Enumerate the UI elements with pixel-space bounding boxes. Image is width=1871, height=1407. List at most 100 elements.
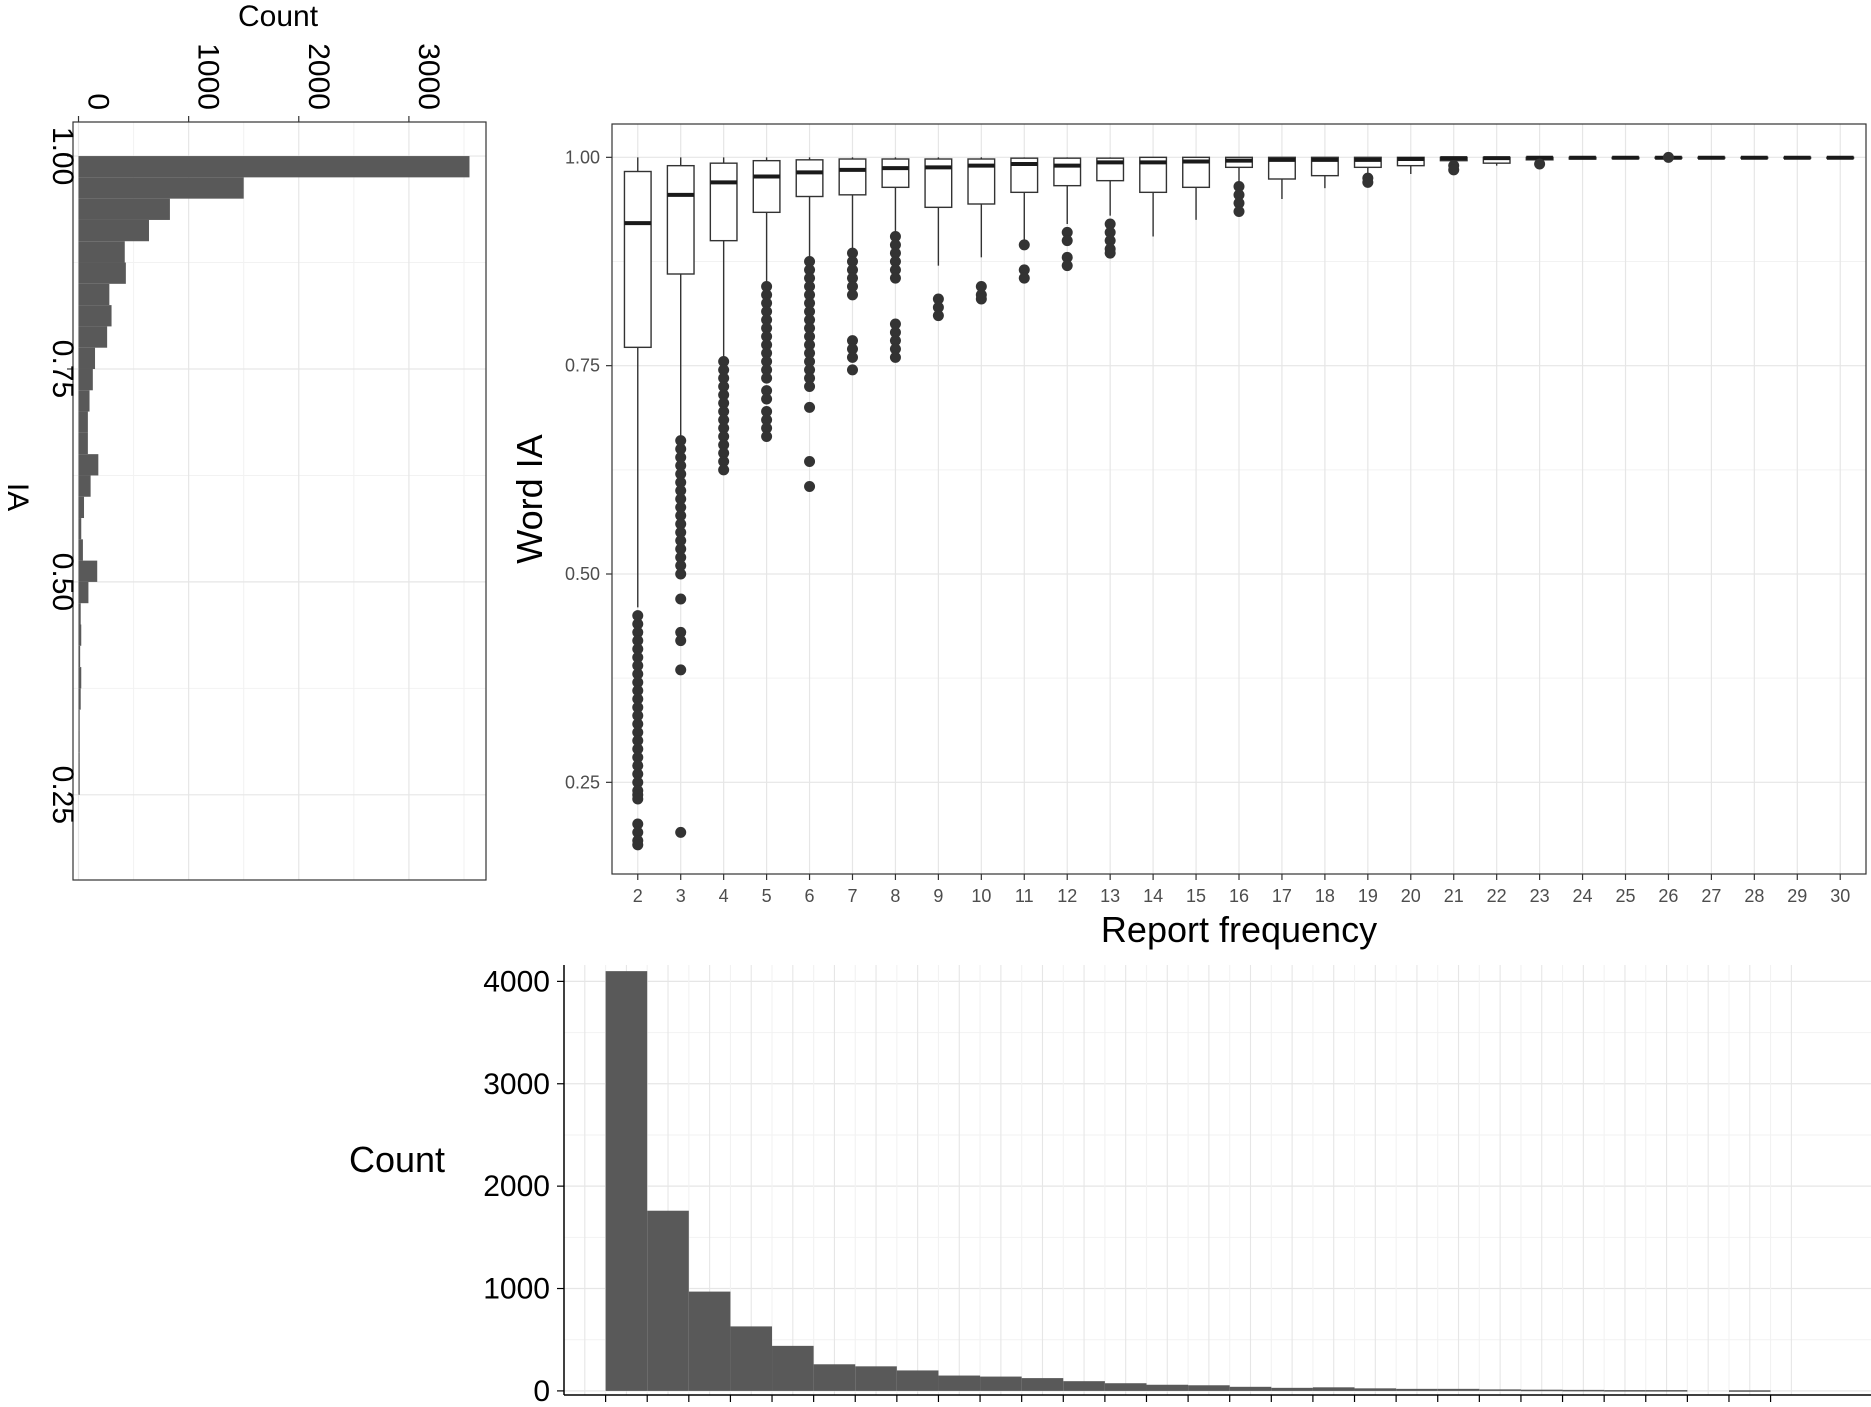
- boxplot-outlier: [1061, 226, 1073, 238]
- boxplot-outlier: [846, 289, 858, 301]
- boxplot-outlier: [632, 660, 644, 672]
- boxplot-box: [1267, 156, 1296, 180]
- frequency-histogram-bar: [1520, 1389, 1563, 1392]
- boxplot-outlier: [846, 335, 858, 347]
- boxplot-x-tick-label: 28: [1744, 886, 1764, 906]
- boxplot-outlier: [804, 481, 816, 492]
- boxplot-outlier: [718, 364, 730, 376]
- boxplot-outlier: [932, 301, 944, 313]
- boxplot-outlier: [975, 281, 987, 292]
- boxplot-x-tick-label: 25: [1615, 886, 1635, 906]
- boxplot-x-tick-label: 11: [1015, 886, 1034, 906]
- boxplot-outlier: [804, 289, 816, 301]
- boxplot-y-title: Word IA: [509, 434, 550, 563]
- boxplot-outlier: [1018, 264, 1030, 276]
- boxplot-outlier: [675, 435, 687, 447]
- ia-histogram-y-tick-label: 0.25: [46, 766, 79, 824]
- boxplot-outlier: [846, 247, 858, 259]
- ia-histogram-background: [73, 122, 486, 880]
- ia-histogram-bar: [78, 688, 81, 710]
- boxplot-outlier: [632, 751, 644, 763]
- frequency-histogram-y-tick-label: 4000: [483, 965, 550, 998]
- ia-histogram-bar: [78, 156, 470, 178]
- word-ia-boxplot-panel: 2 3 4 5 6 7 8 9 10 11 12 13 14 15 16 17 18 19 20 21 22 23 24 25…: [509, 123, 1867, 950]
- ia-histogram-bar: [78, 624, 82, 646]
- frequency-histogram-bar: [1354, 1388, 1397, 1391]
- boxplot-outlier: [761, 372, 773, 384]
- boxplot-box: [752, 159, 781, 214]
- boxplot-x-tick-label: 2: [633, 886, 643, 906]
- boxplot-outlier: [761, 322, 773, 334]
- ia-histogram-bar: [78, 730, 80, 753]
- frequency-histogram-bar: [896, 1370, 939, 1391]
- boxplot-outlier: [1018, 272, 1030, 284]
- ia-histogram-panel: 0 1000 2000 3000 0.25 0.50 0.75 1.00 Count IA: [1, 0, 487, 881]
- ia-histogram-bar: [78, 262, 126, 284]
- frequency-histogram-bar: [1021, 1378, 1064, 1391]
- frequency-histogram-bar: [1728, 1390, 1771, 1392]
- boxplot-outlier: [1233, 206, 1245, 217]
- boxplot-outlier: [889, 231, 901, 242]
- boxplot-outlier: [846, 364, 858, 376]
- boxplot-outlier: [632, 776, 644, 788]
- boxplot-outlier: [718, 464, 730, 476]
- boxplot-outlier: [675, 501, 687, 513]
- frequency-histogram-bar: [772, 1345, 814, 1391]
- ia-histogram-bar: [78, 219, 149, 242]
- boxplot-outlier: [804, 306, 816, 317]
- boxplot-outlier: [761, 414, 773, 426]
- boxplot-outlier: [889, 351, 901, 363]
- boxplot-outlier: [889, 318, 901, 330]
- frequency-histogram-bar: [1063, 1381, 1105, 1391]
- boxplot-x-tick-label: 29: [1787, 886, 1807, 906]
- frequency-histogram-count-title: Count: [349, 1139, 445, 1180]
- frequency-histogram-bar: [688, 1291, 731, 1391]
- boxplot-outlier: [632, 768, 644, 780]
- boxplot-x-tick-label: 27: [1701, 886, 1721, 906]
- ia-histogram-bar: [78, 667, 82, 689]
- boxplot-outlier: [846, 256, 858, 267]
- ia-histogram-bar: [78, 539, 83, 561]
- ia-histogram-bar: [78, 283, 110, 306]
- boxplot-outlier: [761, 297, 773, 309]
- boxplot-outlier: [889, 256, 901, 267]
- boxplot-outlier: [675, 468, 687, 480]
- frequency-histogram-bar: [1146, 1384, 1189, 1391]
- boxplot-outlier: [804, 264, 816, 276]
- boxplot-outlier: [675, 451, 687, 463]
- boxplot-outlier: [632, 839, 644, 851]
- frequency-histogram-bar: [1271, 1387, 1313, 1391]
- boxplot-x-tick-label: 10: [971, 886, 991, 906]
- ia-histogram-bar: [78, 347, 96, 369]
- ia-histogram-bar: [78, 368, 93, 391]
- frequency-histogram-panel: 0 1000 2000 3000 4000 Count: [349, 965, 1871, 1407]
- ia-histogram-bar: [78, 241, 125, 263]
- boxplot-x-tick-label: 9: [933, 886, 943, 906]
- boxplot-outlier: [761, 431, 773, 442]
- boxplot-x-tick-label: 21: [1444, 886, 1464, 906]
- boxplot-outlier: [675, 535, 687, 547]
- boxplot-outlier: [804, 381, 816, 392]
- ia-histogram-bar: [78, 390, 90, 412]
- boxplot-outlier: [761, 393, 773, 405]
- boxplot-outlier: [675, 526, 687, 538]
- boxplot-outlier: [804, 322, 816, 334]
- frequency-histogram-bar: [1479, 1389, 1521, 1391]
- ia-histogram-bar: [78, 752, 80, 774]
- frequency-histogram-bar: [1396, 1388, 1438, 1391]
- boxplot-outlier: [804, 331, 816, 342]
- boxplot-outlier: [632, 718, 644, 730]
- boxplot-outlier: [761, 385, 773, 397]
- boxplot-outlier: [1061, 251, 1073, 263]
- boxplot-outlier: [675, 510, 687, 522]
- ia-histogram-bar: [78, 603, 81, 625]
- boxplot-outlier: [761, 406, 773, 417]
- boxplot-outlier: [804, 281, 816, 292]
- boxplot-outlier: [718, 381, 730, 392]
- boxplot-outlier: [846, 281, 858, 292]
- boxplot-outlier: [632, 626, 644, 638]
- boxplot-outlier: [889, 335, 901, 347]
- frequency-histogram-background: [564, 965, 1871, 1395]
- boxplot-outlier: [1104, 247, 1116, 259]
